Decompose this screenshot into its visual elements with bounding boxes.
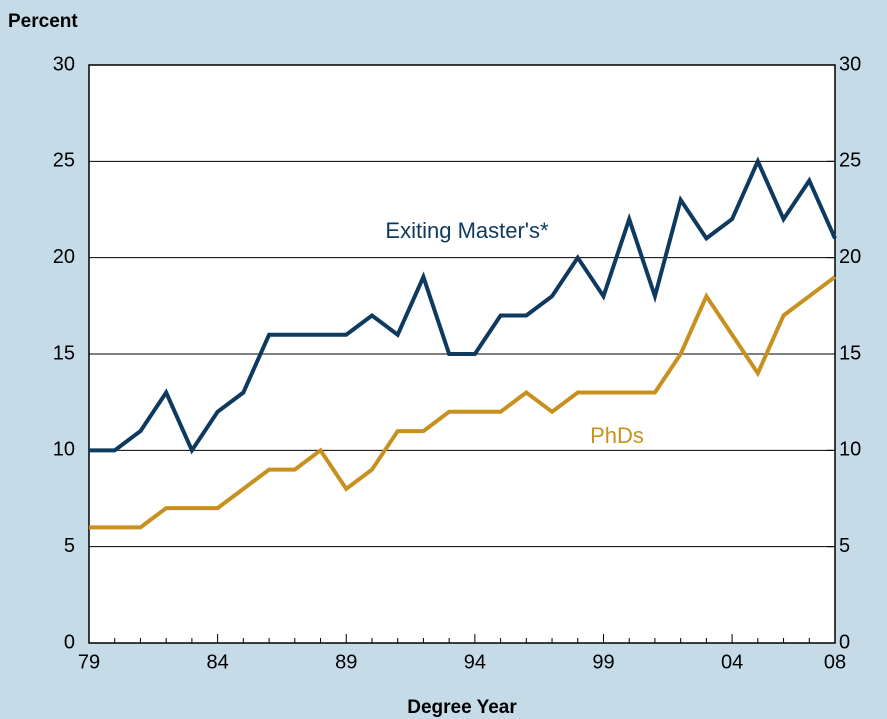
line-series xyxy=(89,156,837,455)
y2-tick-label: 10 xyxy=(839,439,861,461)
y-tick-label: 0 xyxy=(64,631,75,653)
y2-tick-label: 25 xyxy=(839,150,861,172)
x-tick-label: 94 xyxy=(464,651,486,673)
y-tick-label: 5 xyxy=(64,535,75,557)
y-tick-label: 15 xyxy=(53,342,75,364)
y-tick-label: 10 xyxy=(53,439,75,461)
x-tick-label: 84 xyxy=(206,651,228,673)
y-tick-label: 20 xyxy=(53,246,75,268)
y-axis-label: Percent xyxy=(8,11,78,32)
x-tick-label: 99 xyxy=(592,651,614,673)
y2-tick-label: 30 xyxy=(839,53,861,75)
series-label: Exiting Master's* xyxy=(385,218,549,243)
line-series xyxy=(89,275,837,530)
x-tick-label: 89 xyxy=(335,651,357,673)
series-label: PhDs xyxy=(590,423,644,448)
x-tick-label: 04 xyxy=(721,651,743,673)
x-axis-label: Degree Year xyxy=(407,697,517,718)
y2-tick-label: 0 xyxy=(839,631,850,653)
plot-border xyxy=(88,64,836,644)
y2-tick-label: 15 xyxy=(839,342,861,364)
x-tick-label: 79 xyxy=(78,651,100,673)
y2-tick-label: 5 xyxy=(839,535,850,557)
x-tick-label: 08 xyxy=(824,651,846,673)
y-tick-label: 30 xyxy=(53,53,75,75)
y-tick-label: 25 xyxy=(53,150,75,172)
y2-tick-label: 20 xyxy=(839,246,861,268)
